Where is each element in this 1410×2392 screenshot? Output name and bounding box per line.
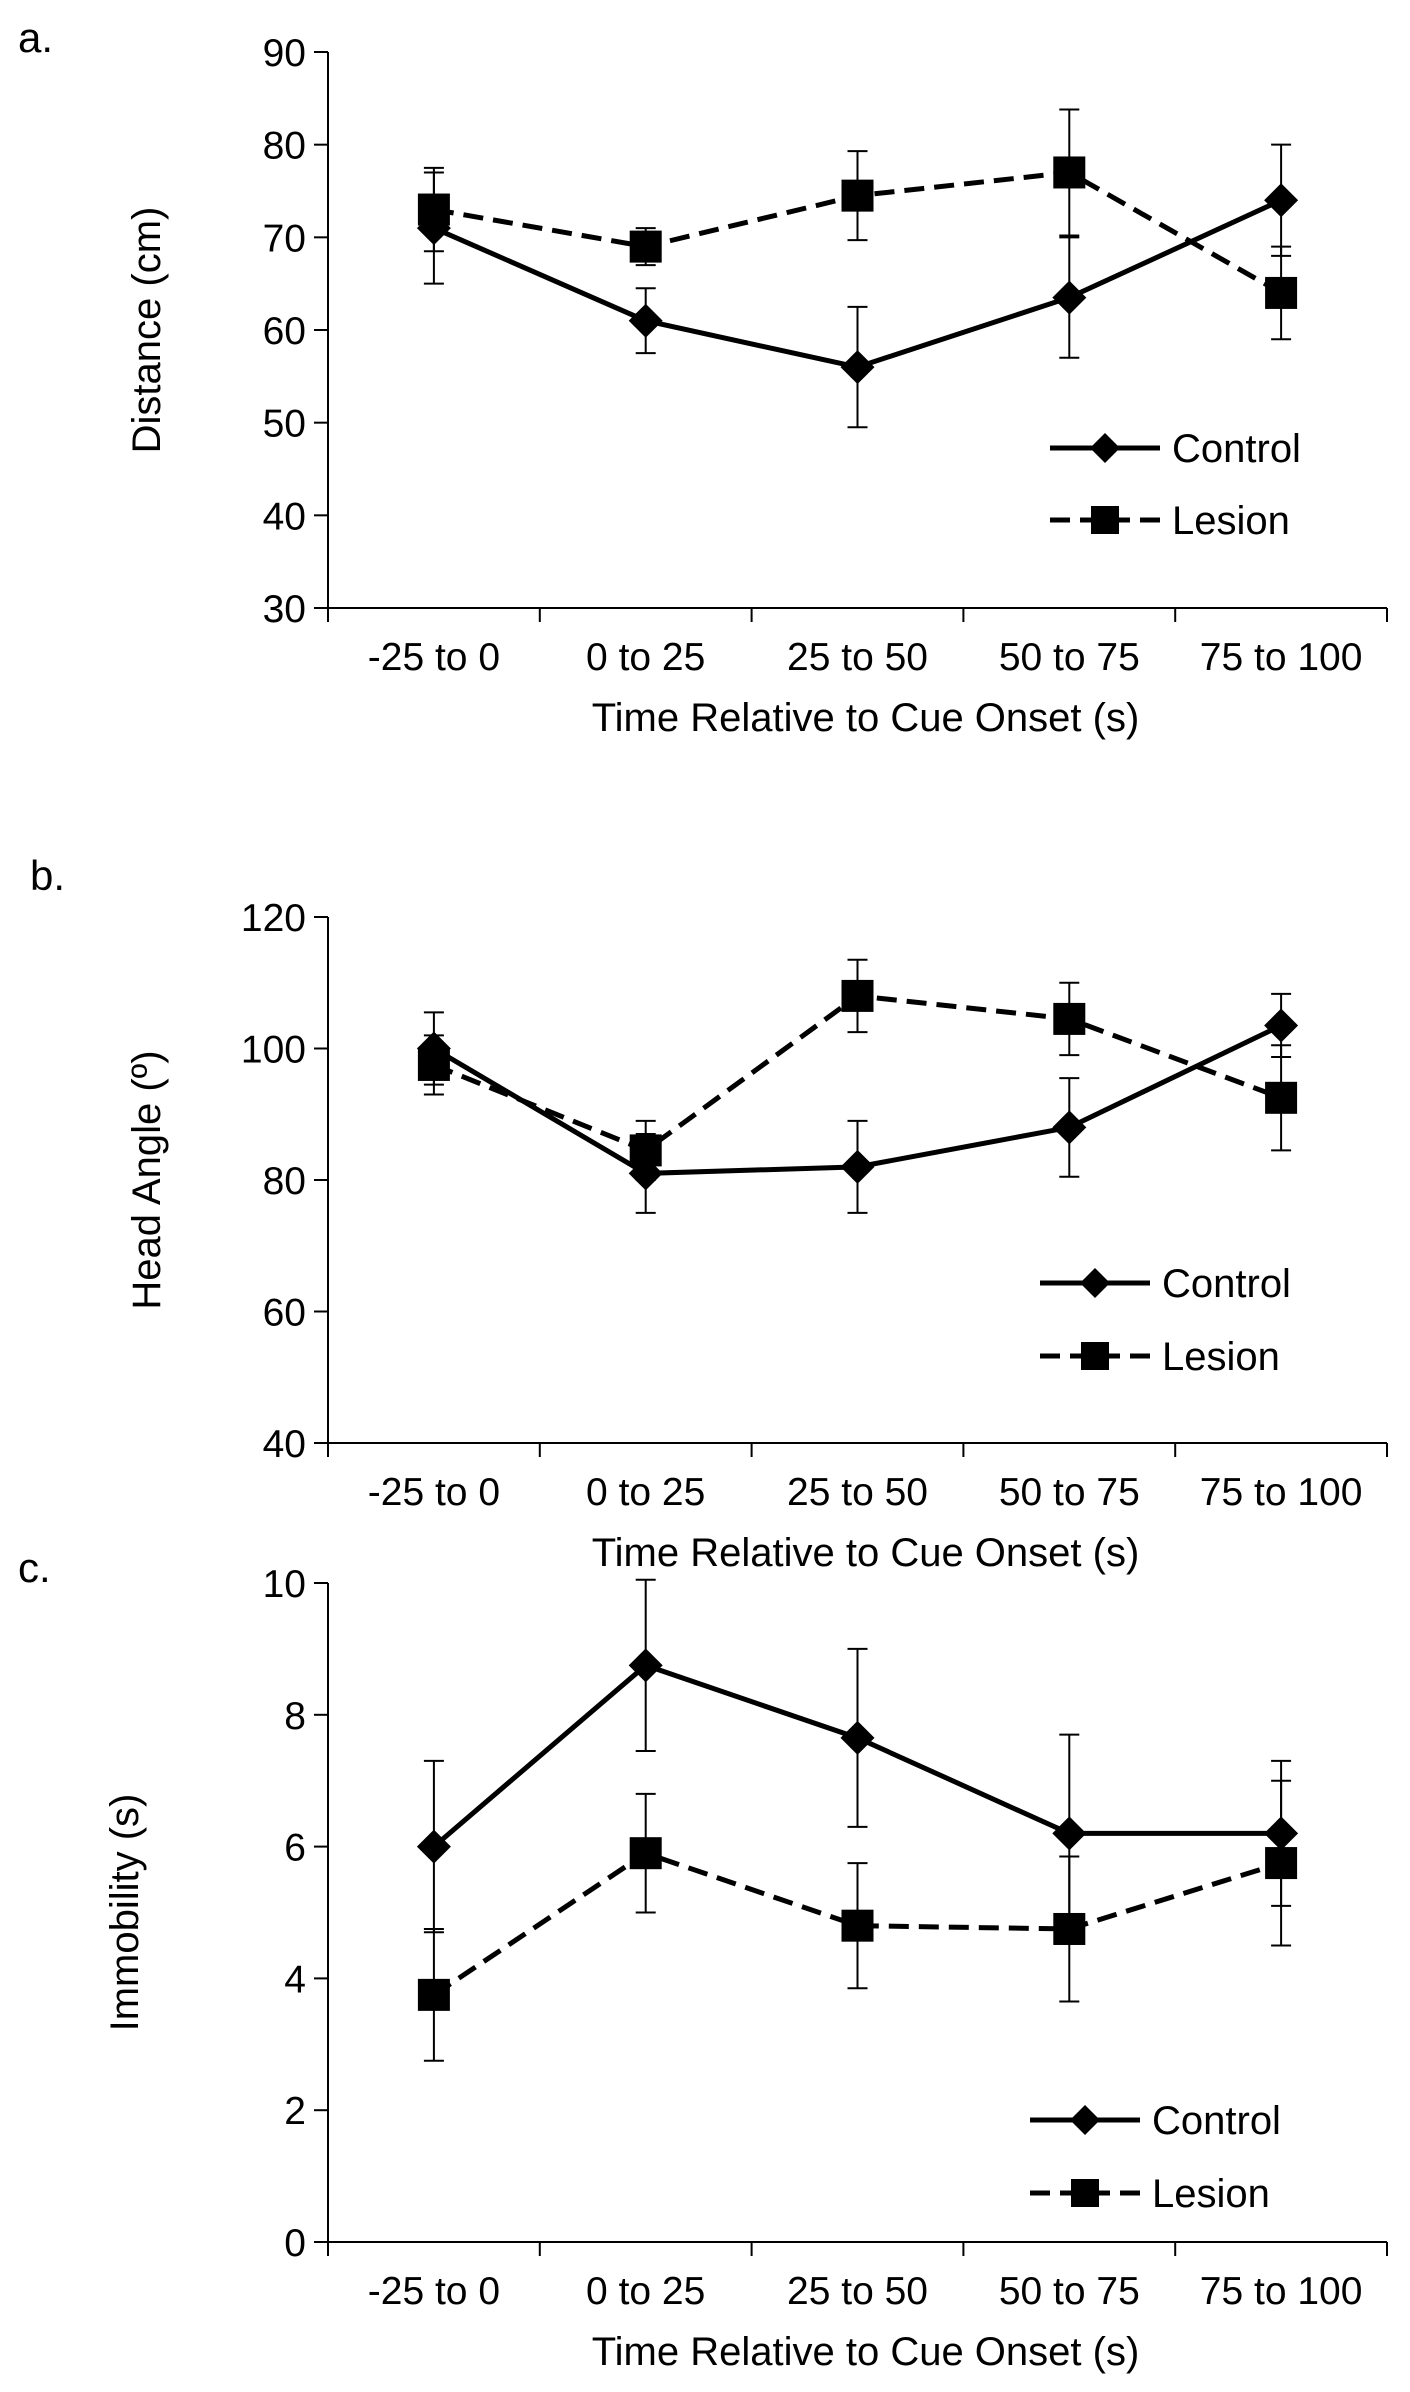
- y-tick-label: 2: [284, 2090, 306, 2133]
- data-point-lesion: [1053, 1912, 1086, 1945]
- x-tick-label: 50 to 75: [999, 636, 1140, 679]
- legend: Control Lesion: [1040, 1262, 1291, 1379]
- y-tick-label: 50: [263, 403, 306, 446]
- panel-label: a.: [18, 14, 53, 61]
- x-tick-label: 75 to 100: [1200, 2270, 1363, 2313]
- legend-entry-control: Control: [1172, 427, 1301, 471]
- y-axis-label: Immobility (s): [103, 1794, 147, 2032]
- y-tick-label: 8: [284, 1695, 306, 1738]
- data-point-control: [840, 350, 875, 385]
- y-tick-label: 40: [263, 1423, 306, 1466]
- data-point-lesion: [1053, 156, 1086, 189]
- x-tick-label: 0 to 25: [586, 2270, 705, 2313]
- x-tick-label: 25 to 50: [787, 636, 928, 679]
- y-tick-label: 4: [284, 1958, 306, 2001]
- x-tick-label: 0 to 25: [586, 1471, 705, 1514]
- panel-label: b.: [30, 852, 65, 899]
- y-axis-label: Head Angle (º): [125, 1050, 169, 1309]
- data-point-control: [1052, 1816, 1087, 1851]
- data-point-lesion: [417, 1978, 450, 2011]
- data-point-lesion: [629, 1837, 662, 1870]
- x-tick-label: 75 to 100: [1200, 1471, 1363, 1514]
- x-axis-label: Time Relative to Cue Onset (s): [592, 2330, 1140, 2374]
- y-tick-label: 30: [263, 588, 306, 631]
- y-tick-label: 80: [263, 125, 306, 168]
- data-point-lesion: [629, 230, 662, 263]
- y-axis-label: Distance (cm): [125, 207, 169, 454]
- data-point-lesion: [1265, 276, 1298, 309]
- data-point-lesion: [1053, 1002, 1086, 1035]
- y-tick-label: 0: [284, 2222, 306, 2265]
- data-point-lesion: [841, 1909, 874, 1942]
- legend: Control Lesion: [1030, 2099, 1281, 2216]
- chart-panel-a: a. 30 40 50 60 70 80 90 -25 to 0 0 to 25 25 to 50 5…: [18, 14, 1388, 740]
- chart-panel-c: c. 0 2 4 6 8 10 -25 to 0 0 to 25 25 to 50 50 to 75…: [18, 1544, 1388, 2374]
- data-point-control: [1264, 183, 1299, 218]
- x-tick-label: 25 to 50: [787, 2270, 928, 2313]
- y-tick-label: 100: [241, 1029, 306, 1072]
- data-point-lesion: [1265, 1081, 1298, 1114]
- x-tick-label: 75 to 100: [1200, 636, 1363, 679]
- chart-panel-b: b. 40 60 80 100 120 -25 to 0 0 to 25 25 to 50 50 …: [30, 852, 1388, 1575]
- legend-marker-control: [1080, 1268, 1110, 1298]
- data-point-control: [1052, 280, 1087, 315]
- x-tick-label: 50 to 75: [999, 1471, 1140, 1514]
- series-control: [416, 1578, 1299, 1934]
- y-tick-label: 40: [263, 495, 306, 538]
- series-control: [416, 143, 1299, 429]
- data-point-control: [416, 1829, 451, 1864]
- legend-marker-control: [1090, 433, 1120, 463]
- legend: Control Lesion: [1050, 427, 1301, 543]
- data-point-lesion: [1265, 1847, 1298, 1880]
- x-axis-label: Time Relative to Cue Onset (s): [592, 696, 1140, 740]
- y-tick-label: 120: [241, 897, 306, 940]
- data-point-control: [1264, 1008, 1299, 1043]
- data-point-control: [1052, 1110, 1087, 1145]
- legend-entry-control: Control: [1162, 1262, 1291, 1306]
- legend-entry-lesion: Lesion: [1162, 1335, 1280, 1379]
- data-point-lesion: [841, 979, 874, 1012]
- legend-entry-lesion: Lesion: [1172, 499, 1290, 543]
- data-point-control: [628, 303, 663, 338]
- legend-entry-control: Control: [1152, 2099, 1281, 2143]
- data-point-lesion: [417, 193, 450, 226]
- y-tick-label: 80: [263, 1160, 306, 1203]
- y-tick-label: 90: [263, 32, 306, 75]
- data-point-lesion: [417, 1048, 450, 1081]
- x-axis-label: Time Relative to Cue Onset (s): [592, 1531, 1140, 1575]
- data-point-lesion: [629, 1134, 662, 1167]
- series-lesion: [417, 958, 1298, 1181]
- y-tick-label: 70: [263, 217, 306, 260]
- data-point-control: [628, 1648, 663, 1683]
- legend-entry-lesion: Lesion: [1152, 2172, 1270, 2216]
- data-point-control: [840, 1149, 875, 1184]
- x-tick-label: 0 to 25: [586, 636, 705, 679]
- series-lesion: [417, 1779, 1298, 2062]
- data-point-lesion: [841, 179, 874, 212]
- y-tick-label: 60: [263, 1292, 306, 1335]
- legend-marker-control: [1070, 2105, 1100, 2135]
- x-tick-label: -25 to 0: [368, 2270, 500, 2313]
- y-tick-label: 60: [263, 310, 306, 353]
- y-tick-label: 6: [284, 1827, 306, 1870]
- legend-marker-lesion: [1071, 2179, 1099, 2207]
- x-tick-label: 25 to 50: [787, 1471, 928, 1514]
- x-tick-label: -25 to 0: [368, 1471, 500, 1514]
- legend-marker-lesion: [1091, 506, 1119, 534]
- x-tick-label: 50 to 75: [999, 2270, 1140, 2313]
- y-tick-label: 10: [263, 1563, 306, 1606]
- series-line-lesion: [432, 1850, 1282, 1997]
- legend-marker-lesion: [1081, 1342, 1109, 1370]
- panel-label: c.: [18, 1544, 51, 1591]
- series-lesion: [417, 108, 1298, 341]
- x-tick-label: -25 to 0: [368, 636, 500, 679]
- data-point-control: [840, 1720, 875, 1755]
